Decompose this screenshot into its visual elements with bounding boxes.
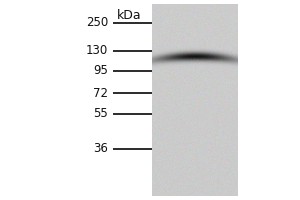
Text: 36: 36	[93, 142, 108, 156]
Text: 72: 72	[93, 87, 108, 100]
Text: 95: 95	[93, 64, 108, 77]
Text: 250: 250	[86, 17, 108, 29]
Text: kDa: kDa	[117, 9, 141, 22]
Text: 130: 130	[86, 45, 108, 58]
Text: 55: 55	[93, 107, 108, 120]
